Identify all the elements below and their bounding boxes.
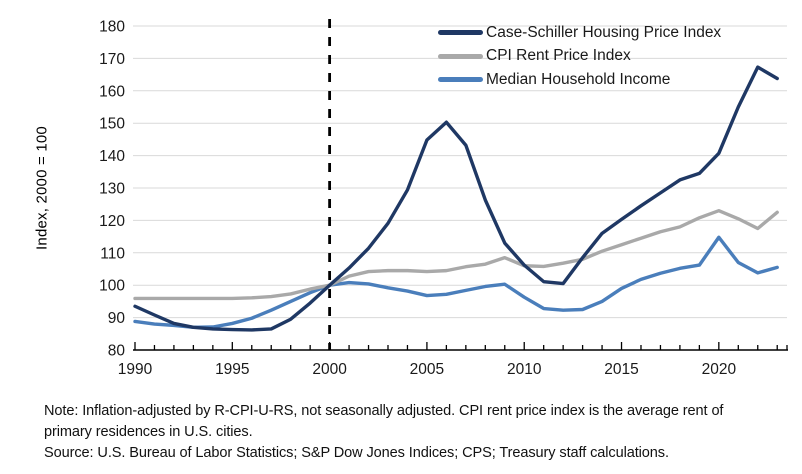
line-chart: 80 90 100 110 120 130 140 150 160 170 180 1990 1995 2… xyxy=(99,19,788,378)
svg-text:1990: 1990 xyxy=(118,361,153,378)
svg-text:120: 120 xyxy=(99,213,125,230)
legend-label-cpi-rent: CPI Rent Price Index xyxy=(486,47,631,65)
footnote-note: Note: Inflation-adjusted by R-CPI-U-RS, … xyxy=(44,402,724,440)
svg-text:90: 90 xyxy=(108,310,126,327)
svg-text:140: 140 xyxy=(99,148,125,165)
chart-legend: Case-Schiller Housing Price Index CPI Re… xyxy=(438,21,721,92)
svg-text:1995: 1995 xyxy=(215,361,249,378)
y-axis-title: Index, 2000 = 100 xyxy=(33,126,51,250)
footnote-source: Source: U.S. Bureau of Labor Statistics;… xyxy=(44,444,669,461)
svg-text:2010: 2010 xyxy=(507,361,542,378)
svg-text:110: 110 xyxy=(100,245,125,262)
svg-text:160: 160 xyxy=(99,83,125,100)
legend-label-median-income: Median Household Income xyxy=(486,70,671,88)
svg-text:130: 130 xyxy=(99,181,125,198)
svg-text:170: 170 xyxy=(99,51,125,68)
svg-text:2000: 2000 xyxy=(312,361,347,378)
svg-text:2005: 2005 xyxy=(410,361,444,378)
svg-text:2020: 2020 xyxy=(702,361,737,378)
legend-item-case-schiller: Case-Schiller Housing Price Index xyxy=(438,21,721,45)
chart-footnote: Note: Inflation-adjusted by R-CPI-U-RS, … xyxy=(44,400,770,463)
legend-item-median-income: Median Household Income xyxy=(438,68,721,92)
legend-line-sample-cpi-rent xyxy=(438,53,483,59)
svg-text:180: 180 xyxy=(99,19,125,36)
legend-label-case-schiller: Case-Schiller Housing Price Index xyxy=(486,23,722,41)
svg-text:100: 100 xyxy=(99,278,125,295)
legend-item-cpi-rent: CPI Rent Price Index xyxy=(438,45,721,69)
svg-text:80: 80 xyxy=(108,343,126,360)
svg-text:2015: 2015 xyxy=(604,361,638,378)
legend-line-sample-case-schiller xyxy=(438,30,483,36)
svg-text:150: 150 xyxy=(99,116,125,133)
legend-line-sample-median-income xyxy=(438,77,483,83)
